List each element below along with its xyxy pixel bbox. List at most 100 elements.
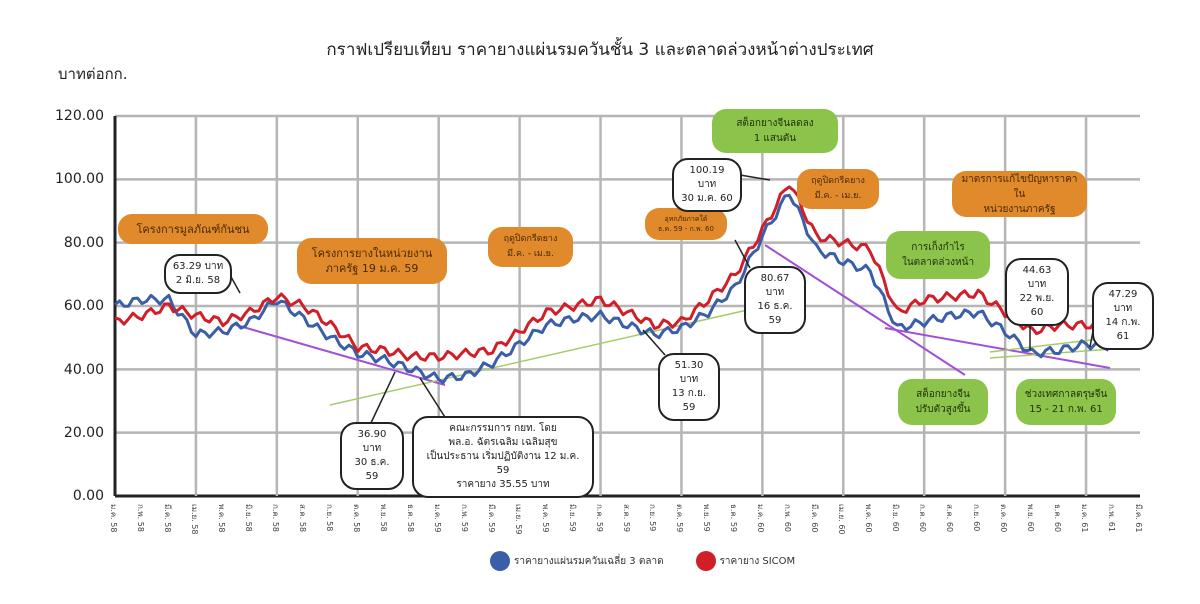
x-tick: มี.ค. 60 xyxy=(810,504,820,533)
x-tick: ส.ค. 60 xyxy=(945,504,955,533)
event-box-label: โครงการยางในหน่วยงาน xyxy=(311,247,433,260)
event-box-label: ฤดูปิดกรีดยาง xyxy=(811,176,865,186)
x-tick: ธ.ค. 58 xyxy=(405,504,415,533)
callout-rubber-authority-committee: คณะกรรมการ กยท. โดยพล.อ. ฉัตรเฉลิม เฉลิม… xyxy=(412,416,594,498)
x-tick: ธ.ค. 60 xyxy=(1053,504,1063,533)
x-tick: ก.พ. 58 xyxy=(135,504,145,532)
callout-text: เป็นประธาน เริ่มปฏิบัติงาน 12 ม.ค. 59 xyxy=(426,451,580,476)
x-tick: มี.ค. 58 xyxy=(162,504,172,533)
event-box-label: ในตลาดล่วงหน้า xyxy=(901,257,975,268)
event-box-label: โครงการมูลภัณฑ์กันชน xyxy=(136,222,250,236)
event-box-southern-flood: อุทกภัยภาคใต้ธ.ค. 59 - ก.พ. 60 xyxy=(645,208,727,240)
callout-date: 22 พ.ย. 60 xyxy=(1019,293,1055,318)
callout-date: 16 ธ.ค. 59 xyxy=(757,301,793,326)
x-tick: ก.ค. 59 xyxy=(594,504,604,533)
y-tick: 40.00 xyxy=(63,362,104,378)
callout-100-19: 100.19 บาท 30 ม.ค. 60 xyxy=(672,158,742,212)
x-tick: ต.ค. 59 xyxy=(675,504,685,533)
trendlines xyxy=(235,244,1126,406)
x-tick: ก.ค. 58 xyxy=(270,504,280,533)
event-box-china-stock-up: สต็อกยางจีนปรับตัวสูงขึ้น xyxy=(898,379,988,425)
legend-label: ราคายางแผ่นรมควันเฉลี่ย 3 ตลาด xyxy=(514,555,664,567)
event-box-label: มาตรการแก้ไขปัญหาราคาใน xyxy=(961,173,1078,200)
legend-label: ราคายาง SICOM xyxy=(719,555,796,567)
x-tick: พ.ย. 58 xyxy=(378,504,388,532)
y-tick: 100.00 xyxy=(55,171,104,187)
callout-value: 47.29 บาท xyxy=(1108,289,1138,314)
x-tick: ธ.ค. 59 xyxy=(729,504,739,533)
series-sicom-line xyxy=(114,185,1110,362)
x-tick: มี.ค. 61 xyxy=(1134,504,1143,533)
event-box-label: ปรับตัวสูงขึ้น xyxy=(915,404,971,415)
event-box-tapping-off-season-1: ฤดูปิดกรีดยางมี.ค. - เม.ย. xyxy=(488,227,573,267)
callout-value: 44.63 บาท xyxy=(1022,265,1052,290)
event-box-label: 1 แสนตัน xyxy=(753,133,797,144)
x-tick: ส.ค. 58 xyxy=(297,504,307,533)
event-box-label: มี.ค. - เม.ย. xyxy=(507,249,554,259)
legend: ราคายางแผ่นรมควันเฉลี่ย 3 ตลาด ราคายาง S… xyxy=(490,551,819,571)
y-tick: 120.00 xyxy=(55,108,104,124)
event-box-label: อุทกภัยภาคใต้ xyxy=(664,215,708,223)
y-axis-unit-label: บาทต่อกก. xyxy=(58,65,128,83)
x-tick: พ.ค. 60 xyxy=(864,504,874,533)
y-tick: 60.00 xyxy=(63,298,104,314)
x-tick: พ.ย. 60 xyxy=(1026,504,1036,532)
callout-value: 63.29 บาท xyxy=(172,261,224,272)
y-tick: 0.00 xyxy=(72,488,104,504)
callout-36-90: 36.90 บาท 30 ธ.ค. 59 xyxy=(340,422,404,490)
callout-51-30: 51.30 บาท 13 ก.ย. 59 xyxy=(658,353,720,421)
event-box-label: ช่วงเทศกาลตรุษจีน xyxy=(1024,389,1108,400)
x-tick: ม.ค. 58 xyxy=(109,504,118,533)
event-box-gov-price-measures: มาตรการแก้ไขปัญหาราคาในหน่วยงานภาครัฐ xyxy=(952,171,1087,217)
x-tick: เม.ย. 59 xyxy=(513,504,523,535)
callout-44-63: 44.63 บาท 22 พ.ย. 60 xyxy=(1005,258,1069,326)
legend-item-sicom: ราคายาง SICOM xyxy=(695,551,796,571)
event-box-label: สต็อกยางจีนลดลง xyxy=(736,118,814,129)
x-tick: ก.ย. 59 xyxy=(648,504,658,532)
event-box-china-stock-down: สต็อกยางจีนลดลง 1 แสนตัน xyxy=(712,109,838,153)
x-tick: ม.ค. 60 xyxy=(756,504,766,533)
callout-80-67: 80.67 บาท 16 ธ.ค. 59 xyxy=(744,266,806,334)
callout-63-29: 63.29 บาท 2 มิ.ย. 58 xyxy=(164,254,232,294)
callout-date: 30 ม.ค. 60 xyxy=(681,193,733,204)
callout-value: 51.30 บาท xyxy=(674,360,704,385)
x-tick: มิ.ย. 58 xyxy=(243,504,253,532)
legend-blue-dot-icon xyxy=(490,551,510,571)
callout-text: พล.อ. ฉัตรเฉลิม เฉลิมสุข xyxy=(448,437,558,448)
event-box-label: สต็อกยางจีน xyxy=(916,389,970,400)
event-box-label: ธ.ค. 59 - ก.พ. 60 xyxy=(658,225,714,233)
callout-date: 14 ก.พ. 61 xyxy=(1105,317,1141,342)
event-box-label: การเก็งกำไร xyxy=(911,242,965,253)
legend-item-rss3: ราคายางแผ่นรมควันเฉลี่ย 3 ตลาด xyxy=(490,551,664,571)
x-tick: พ.ค. 59 xyxy=(540,504,550,533)
event-box-label: ฤดูปิดกรีดยาง xyxy=(503,234,558,244)
x-tick: เม.ย. 60 xyxy=(837,504,847,535)
event-box-buffer-stock: โครงการมูลภัณฑ์กันชน xyxy=(118,214,268,244)
x-tick: พ.ย. 59 xyxy=(702,504,712,532)
event-box-label: หน่วยงานภาครัฐ xyxy=(983,203,1056,215)
x-tick: มิ.ย. 60 xyxy=(891,504,901,532)
event-box-tapping-off-season-2: ฤดูปิดกรีดยาง มี.ค. - เม.ย. xyxy=(797,169,879,209)
chart-title: กราฟเปรียบเทียบ ราคายางแผ่นรมควันชั้น 3 … xyxy=(326,40,874,60)
x-tick: เม.ย. 58 xyxy=(189,504,199,535)
x-tick: ก.ย. 58 xyxy=(324,504,334,532)
x-tick: ก.พ. 60 xyxy=(783,504,793,532)
x-tick: ส.ค. 59 xyxy=(621,504,631,533)
x-tick: ก.พ. 61 xyxy=(1107,504,1117,532)
series-rss3-line xyxy=(114,193,1110,384)
event-box-futures-speculation: การเก็งกำไรในตลาดล่วงหน้า xyxy=(886,231,990,279)
callout-value: 80.67 บาท xyxy=(760,273,790,298)
callout-text: คณะกรรมการ กยท. โดย xyxy=(449,423,557,434)
x-tick: มี.ค. 59 xyxy=(486,504,496,533)
callout-date: 13 ก.ย. 59 xyxy=(671,388,707,413)
x-tick: ก.ย. 60 xyxy=(972,504,982,532)
event-box-chinese-new-year: ช่วงเทศกาลตรุษจีน 15 - 21 ก.พ. 61 xyxy=(1016,379,1116,425)
x-tick: ต.ค. 60 xyxy=(999,504,1009,533)
legend-red-dot-icon xyxy=(695,551,716,571)
callout-text: ราคายาง 35.55 บาท xyxy=(456,479,550,490)
x-tick: พ.ค. 58 xyxy=(216,504,226,533)
x-tick: มิ.ย. 59 xyxy=(567,504,577,532)
callout-value: 100.19 บาท xyxy=(689,165,725,190)
callout-47-29: 47.29 บาท 14 ก.พ. 61 xyxy=(1092,282,1154,350)
